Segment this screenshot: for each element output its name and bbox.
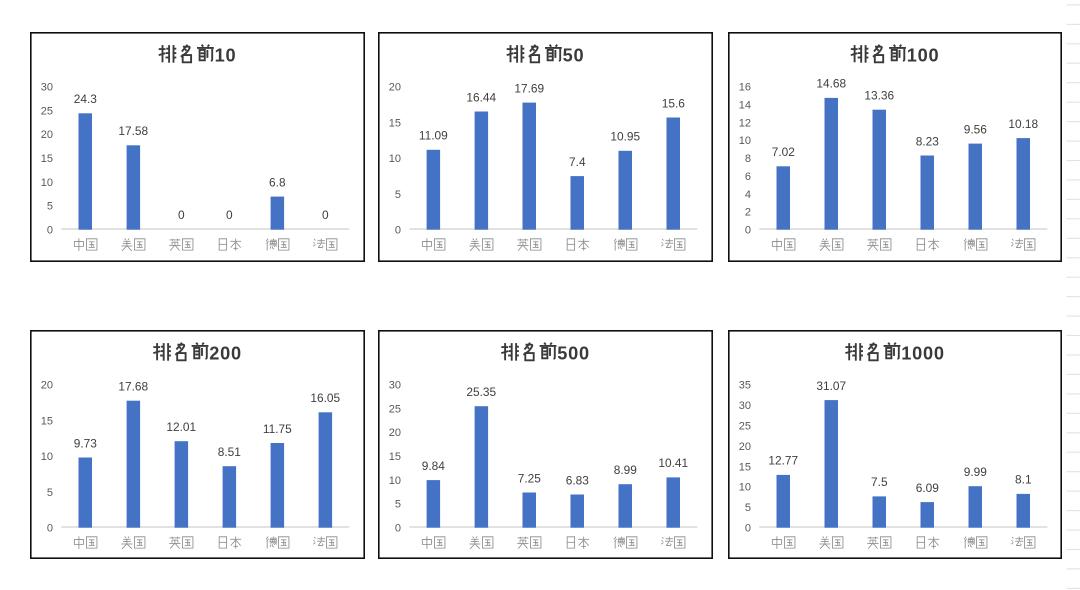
- svg-text:50: 50: [563, 46, 585, 66]
- svg-text:35: 35: [739, 380, 751, 392]
- svg-text:7.25: 7.25: [518, 471, 542, 485]
- svg-text:0: 0: [745, 225, 751, 237]
- svg-text:30: 30: [739, 400, 751, 412]
- svg-text:10: 10: [41, 451, 53, 463]
- svg-text:16: 16: [739, 82, 751, 94]
- svg-text:9.73: 9.73: [74, 436, 98, 450]
- svg-text:17.58: 17.58: [118, 124, 148, 138]
- svg-text:20: 20: [41, 380, 53, 392]
- svg-text:20: 20: [739, 441, 751, 453]
- svg-text:8.99: 8.99: [614, 463, 638, 477]
- svg-text:6: 6: [745, 171, 751, 183]
- svg-text:0: 0: [178, 208, 185, 222]
- svg-text:5: 5: [47, 487, 53, 499]
- svg-text:4: 4: [745, 189, 751, 201]
- svg-text:6.09: 6.09: [916, 481, 940, 495]
- svg-text:5: 5: [745, 502, 751, 514]
- svg-text:15: 15: [389, 451, 401, 463]
- svg-text:10: 10: [739, 482, 751, 494]
- svg-text:7.5: 7.5: [871, 475, 888, 489]
- svg-text:12.77: 12.77: [768, 454, 798, 468]
- svg-text:15.6: 15.6: [662, 96, 686, 110]
- svg-text:1000: 1000: [901, 344, 945, 364]
- svg-text:10: 10: [389, 475, 401, 487]
- svg-text:10: 10: [389, 153, 401, 165]
- svg-text:14.68: 14.68: [816, 77, 846, 91]
- svg-text:20: 20: [389, 427, 401, 439]
- svg-text:0: 0: [395, 225, 401, 237]
- svg-text:30: 30: [41, 82, 53, 94]
- svg-text:16.44: 16.44: [466, 90, 496, 104]
- svg-text:10.95: 10.95: [610, 130, 640, 144]
- svg-text:0: 0: [47, 225, 53, 237]
- svg-text:20: 20: [389, 82, 401, 94]
- svg-text:14: 14: [739, 100, 751, 112]
- svg-text:7.4: 7.4: [569, 155, 586, 169]
- svg-text:11.09: 11.09: [419, 129, 448, 143]
- svg-text:20: 20: [41, 129, 53, 141]
- svg-text:9.56: 9.56: [964, 122, 988, 136]
- svg-text:10.41: 10.41: [658, 456, 688, 470]
- svg-text:10: 10: [739, 135, 751, 147]
- svg-text:8: 8: [745, 153, 751, 165]
- svg-text:25: 25: [41, 105, 53, 117]
- svg-text:30: 30: [389, 380, 401, 392]
- svg-text:11.75: 11.75: [263, 422, 292, 436]
- svg-text:12.01: 12.01: [166, 420, 196, 434]
- svg-text:31.07: 31.07: [816, 379, 846, 393]
- svg-text:6.83: 6.83: [566, 473, 590, 487]
- svg-text:200: 200: [209, 344, 242, 364]
- svg-text:0: 0: [745, 523, 751, 535]
- svg-text:25.35: 25.35: [466, 385, 496, 399]
- svg-text:6.8: 6.8: [269, 175, 286, 189]
- svg-text:5: 5: [47, 201, 53, 213]
- svg-text:17.68: 17.68: [118, 380, 148, 394]
- svg-text:15: 15: [41, 153, 53, 165]
- svg-text:24.3: 24.3: [74, 92, 98, 106]
- svg-text:15: 15: [389, 117, 401, 129]
- svg-text:25: 25: [389, 403, 401, 415]
- svg-text:10: 10: [215, 46, 237, 66]
- svg-text:17.69: 17.69: [514, 81, 544, 95]
- svg-text:2: 2: [745, 207, 751, 219]
- svg-text:9.99: 9.99: [964, 465, 988, 479]
- svg-text:13.36: 13.36: [864, 89, 894, 103]
- svg-text:12: 12: [739, 117, 751, 129]
- svg-text:5: 5: [395, 189, 401, 201]
- svg-text:0: 0: [226, 208, 233, 222]
- svg-text:16.05: 16.05: [310, 391, 340, 405]
- svg-text:8.23: 8.23: [916, 134, 940, 148]
- svg-text:5: 5: [395, 499, 401, 511]
- svg-text:9.84: 9.84: [422, 459, 446, 473]
- svg-text:15: 15: [739, 461, 751, 473]
- svg-text:10: 10: [41, 177, 53, 189]
- svg-text:0: 0: [47, 523, 53, 535]
- svg-text:10.18: 10.18: [1008, 117, 1038, 131]
- svg-text:500: 500: [557, 344, 590, 364]
- svg-text:0: 0: [395, 523, 401, 535]
- svg-text:25: 25: [739, 420, 751, 432]
- svg-text:0: 0: [322, 208, 329, 222]
- svg-text:15: 15: [41, 415, 53, 427]
- svg-text:8.1: 8.1: [1015, 473, 1032, 487]
- svg-text:8.51: 8.51: [218, 445, 242, 459]
- svg-text:100: 100: [907, 46, 940, 66]
- svg-text:7.02: 7.02: [772, 145, 796, 159]
